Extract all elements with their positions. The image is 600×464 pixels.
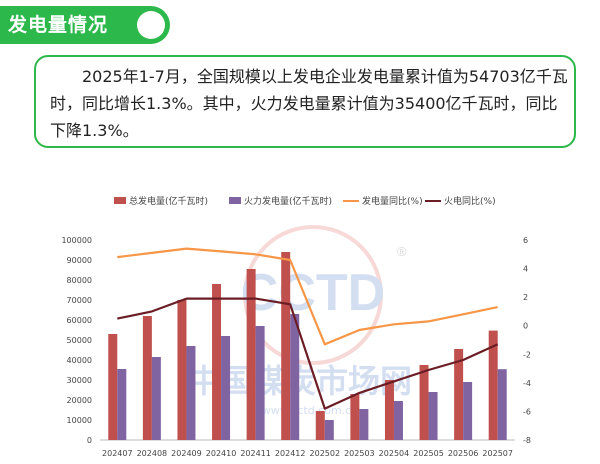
legend-swatch-total-yoy: [343, 199, 359, 202]
section-title: 发电量情况: [8, 14, 109, 36]
bar-thermal: [359, 409, 369, 440]
y-tick-left: 60000: [67, 316, 92, 325]
y-tick-right: 2: [523, 293, 528, 302]
x-tick-label: 202408: [137, 449, 168, 458]
legend-item-thermal: 火力发电量(亿千瓦时): [229, 194, 332, 207]
y-tick-left: 30000: [67, 376, 92, 385]
legend-swatch-thermal: [229, 197, 241, 204]
bar-thermal: [151, 357, 161, 440]
x-tick-label: 202504: [379, 449, 410, 458]
y-tick-left: 70000: [67, 296, 92, 305]
chart-lines: [117, 247, 499, 410]
bar-thermal: [497, 369, 507, 440]
y-tick-left: 20000: [67, 396, 92, 405]
bar-thermal: [255, 326, 265, 440]
x-tick-label: 202507: [482, 449, 513, 458]
legend-label-total: 总发电量(亿千瓦时): [129, 197, 209, 207]
y-tick-left: 40000: [67, 356, 92, 365]
bar-total: [488, 330, 498, 440]
watermark-url: www.cctd.com.cn: [262, 404, 358, 417]
y-tick-right: 6: [523, 236, 528, 245]
y-tick-right: 4: [523, 265, 528, 274]
x-tick-label: 202412: [275, 449, 306, 458]
legend-item-total: 总发电量(亿千瓦时): [114, 194, 208, 207]
y-tick-left: 90000: [67, 256, 92, 265]
x-tick-label: 202505: [413, 449, 444, 458]
bar-thermal: [428, 392, 438, 440]
section-title-bar: 发电量情况: [0, 6, 170, 44]
bar-thermal: [324, 420, 334, 440]
bar-total: [108, 334, 118, 440]
bar-total: [384, 380, 394, 440]
y-tick-right: -4: [523, 379, 531, 388]
title-circle-icon: [137, 11, 165, 39]
legend-label-thermal-yoy: 火电同比(%): [444, 197, 496, 207]
chart-bars: [108, 252, 507, 440]
legend-item-total-yoy: 发电量同比(%): [343, 194, 423, 207]
summary-box: 2025年1-7月，全国规模以上发电企业发电量累计值为54703亿千瓦时，同比增…: [34, 55, 576, 148]
x-tick-label: 202506: [448, 449, 479, 458]
legend-swatch-thermal-yoy: [425, 199, 441, 202]
line-thermal-yoy: [117, 297, 499, 410]
y-tick-right: 0: [523, 322, 528, 331]
y-tick-right: -8: [523, 436, 531, 445]
y-tick-left: 80000: [67, 276, 92, 285]
legend-swatch-total: [114, 197, 126, 204]
x-tick-label: 202410: [206, 449, 237, 458]
bar-thermal: [463, 382, 473, 440]
legend-item-thermal-yoy: 火电同比(%): [425, 194, 496, 207]
summary-text: 2025年1-7月，全国规模以上发电企业发电量累计值为54703亿千瓦时，同比增…: [50, 67, 568, 140]
x-tick-label: 202411: [240, 449, 271, 458]
bar-thermal: [290, 314, 300, 440]
y-tick-right: -2: [523, 350, 531, 359]
y-tick-left: 100000: [61, 236, 92, 245]
bar-total: [315, 411, 325, 440]
y-tick-left: 10000: [67, 416, 92, 425]
bar-total: [454, 349, 464, 440]
bar-total: [212, 284, 222, 440]
x-tick-label: 202503: [344, 449, 375, 458]
bar-thermal: [393, 401, 403, 440]
line-total-yoy: [117, 247, 498, 346]
chart-axes: 0 10000 20000 30000 40000 50000 60000 70000 8000…: [61, 236, 531, 458]
watermark-registered: ®: [397, 244, 407, 259]
bar-total: [177, 300, 187, 440]
x-tick-label: 202407: [102, 449, 133, 458]
legend-label-total-yoy: 发电量同比(%): [362, 197, 423, 207]
bar-total: [246, 269, 256, 440]
legend-label-thermal: 火力发电量(亿千瓦时): [244, 197, 333, 207]
bar-total: [281, 252, 291, 440]
y-tick-left: 0: [87, 436, 92, 445]
x-tick-label: 202409: [171, 449, 202, 458]
bar-thermal: [221, 336, 231, 440]
bar-thermal: [117, 369, 127, 440]
y-tick-left: 50000: [67, 336, 92, 345]
y-tick-right: -6: [523, 407, 531, 416]
bar-total: [419, 365, 429, 440]
x-tick-label: 202502: [310, 449, 341, 458]
bar-thermal: [186, 346, 196, 440]
chart-legend: 总发电量(亿千瓦时) 火力发电量(亿千瓦时) 发电量同比(%) 火电同比(%): [0, 194, 600, 208]
bar-total: [142, 316, 152, 440]
watermark-ring: [243, 225, 383, 365]
bar-total: [350, 394, 360, 440]
watermark-logo: CCTD: [241, 264, 385, 322]
